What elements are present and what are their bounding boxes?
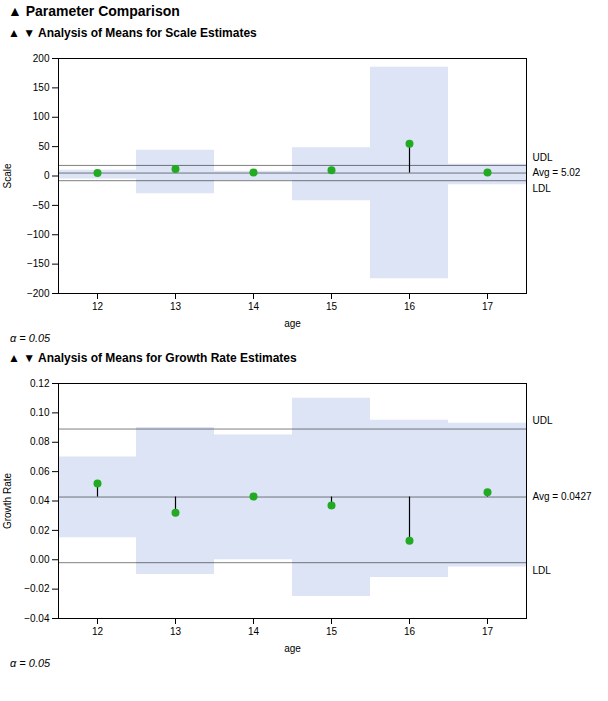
svg-text:0.00: 0.00 — [30, 554, 50, 565]
svg-text:13: 13 — [170, 626, 182, 637]
html-text:α = 0.05: α = 0.05 — [10, 332, 51, 344]
html-text:α = 0.05: α = 0.05 — [10, 657, 51, 669]
svg-text:200: 200 — [33, 53, 50, 64]
svg-text:50: 50 — [38, 141, 50, 152]
svg-text:0.04: 0.04 — [30, 495, 50, 506]
svg-text:12: 12 — [92, 626, 104, 637]
html-text:▲ ▼ Analysis of Means for Grow: ▲ ▼ Analysis of Means for Growth Rate Es… — [8, 351, 297, 365]
svg-text:15: 15 — [326, 301, 338, 312]
svg-text:17: 17 — [482, 301, 494, 312]
svg-text:−200: −200 — [27, 288, 50, 299]
svg-text:UDL: UDL — [533, 152, 553, 163]
svg-text:Growth Rate: Growth Rate — [2, 472, 13, 529]
svg-text:16: 16 — [404, 626, 416, 637]
svg-text:Scale: Scale — [2, 163, 13, 188]
svg-text:0.06: 0.06 — [30, 466, 50, 477]
svg-text:0.10: 0.10 — [30, 407, 50, 418]
svg-text:LDL: LDL — [533, 565, 552, 576]
svg-text:16: 16 — [404, 301, 416, 312]
svg-text:UDL: UDL — [533, 415, 553, 426]
svg-text:age: age — [284, 318, 301, 329]
svg-text:−0.02: −0.02 — [24, 583, 50, 594]
svg-text:14: 14 — [248, 301, 260, 312]
svg-text:15: 15 — [326, 626, 338, 637]
svg-text:17: 17 — [482, 626, 494, 637]
svg-text:100: 100 — [33, 111, 50, 122]
html-text:▲ ▼ Analysis of Means for Scal: ▲ ▼ Analysis of Means for Scale Estimate… — [8, 26, 257, 40]
svg-text:13: 13 — [170, 301, 182, 312]
svg-text:150: 150 — [33, 82, 50, 93]
svg-text:−100: −100 — [27, 229, 50, 240]
svg-text:age: age — [284, 643, 301, 654]
svg-text:Avg = 0.0427: Avg = 0.0427 — [533, 491, 592, 502]
html-text:▲ Parameter Comparison: ▲ Parameter Comparison — [8, 3, 180, 19]
svg-text:12: 12 — [92, 301, 104, 312]
svg-text:0.02: 0.02 — [30, 525, 50, 536]
svg-text:−150: −150 — [27, 258, 50, 269]
svg-text:Avg = 5.02: Avg = 5.02 — [533, 167, 581, 178]
svg-text:14: 14 — [248, 626, 260, 637]
svg-text:0.08: 0.08 — [30, 436, 50, 447]
svg-text:−50: −50 — [33, 200, 50, 211]
svg-text:LDL: LDL — [533, 183, 552, 194]
svg-text:0.12: 0.12 — [30, 378, 50, 389]
svg-text:−0.04: −0.04 — [24, 613, 50, 624]
svg-text:0: 0 — [44, 170, 50, 181]
